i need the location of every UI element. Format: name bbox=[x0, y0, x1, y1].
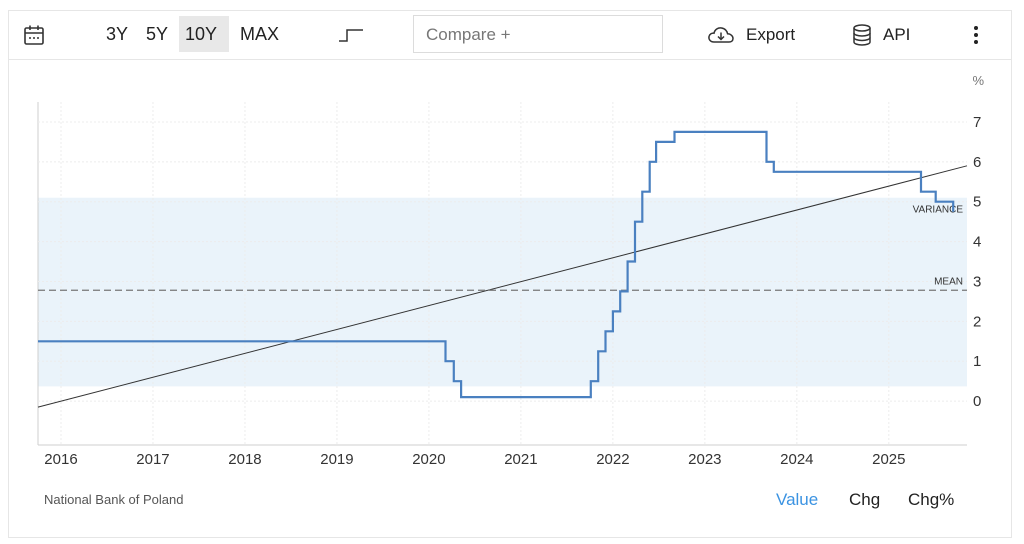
api-button[interactable]: API bbox=[883, 25, 911, 44]
trend-line bbox=[37, 165, 968, 408]
compare-input[interactable]: Compare + bbox=[413, 15, 663, 53]
y-tick-label: 0 bbox=[973, 393, 981, 410]
y-tick-label: 1 bbox=[973, 353, 981, 370]
range-10y-button[interactable]: 10Y bbox=[179, 16, 229, 52]
step-line-icon[interactable] bbox=[338, 26, 364, 44]
tab-chg[interactable]: Chg bbox=[849, 490, 881, 509]
x-tick-label: 2022 bbox=[596, 451, 629, 468]
x-tick-label: 2023 bbox=[688, 451, 721, 468]
range-3y-button[interactable]: 3Y bbox=[106, 24, 129, 44]
rate-series-line bbox=[38, 130, 955, 399]
y-tick-label: 2 bbox=[973, 313, 981, 330]
x-tick-label: 2016 bbox=[44, 451, 77, 468]
more-options-icon[interactable] bbox=[972, 25, 980, 45]
y-unit-label: % bbox=[972, 73, 984, 88]
export-button[interactable]: Export bbox=[746, 25, 796, 44]
chart-widget bbox=[8, 10, 1012, 538]
chart-toolbar: 3Y 5Y 10Y MAX Compare + Export API bbox=[8, 10, 1012, 60]
x-tick-label: 2021 bbox=[504, 451, 537, 468]
range-5y-button[interactable]: 5Y bbox=[146, 24, 169, 44]
y-tick-label: 5 bbox=[973, 194, 981, 211]
variance-label: VARIANCE bbox=[913, 205, 964, 216]
y-tick-label: 3 bbox=[973, 273, 981, 290]
tab-chg-percent[interactable]: Chg% bbox=[908, 490, 955, 509]
tab-value[interactable]: Value bbox=[776, 490, 819, 509]
mean-label: MEAN bbox=[934, 276, 963, 287]
variance-band bbox=[38, 197, 967, 387]
y-tick-label: 6 bbox=[973, 154, 981, 171]
x-tick-label: 2024 bbox=[780, 451, 813, 468]
calendar-icon[interactable] bbox=[23, 24, 45, 46]
database-icon[interactable] bbox=[851, 23, 873, 47]
cloud-download-icon[interactable] bbox=[707, 24, 735, 46]
data-source: National Bank of Poland bbox=[44, 492, 184, 507]
x-tick-label: 2025 bbox=[872, 451, 905, 468]
x-tick-label: 2017 bbox=[136, 451, 169, 468]
x-tick-label: 2019 bbox=[320, 451, 353, 468]
interest-rate-chart: MEAN VARIANCE 0 1 2 3 4 5 6 7 2016 2017 2018 2019 202… bbox=[37, 73, 984, 468]
x-tick-label: 2018 bbox=[228, 451, 261, 468]
x-tick-label: 2020 bbox=[412, 451, 445, 468]
y-tick-label: 7 bbox=[973, 114, 981, 131]
range-max-button[interactable]: MAX bbox=[240, 24, 280, 44]
chart-area: MEAN VARIANCE 0 1 2 3 4 5 6 7 2016 2017 2018 2019 202… bbox=[0, 60, 1024, 480]
y-tick-label: 4 bbox=[973, 234, 981, 251]
